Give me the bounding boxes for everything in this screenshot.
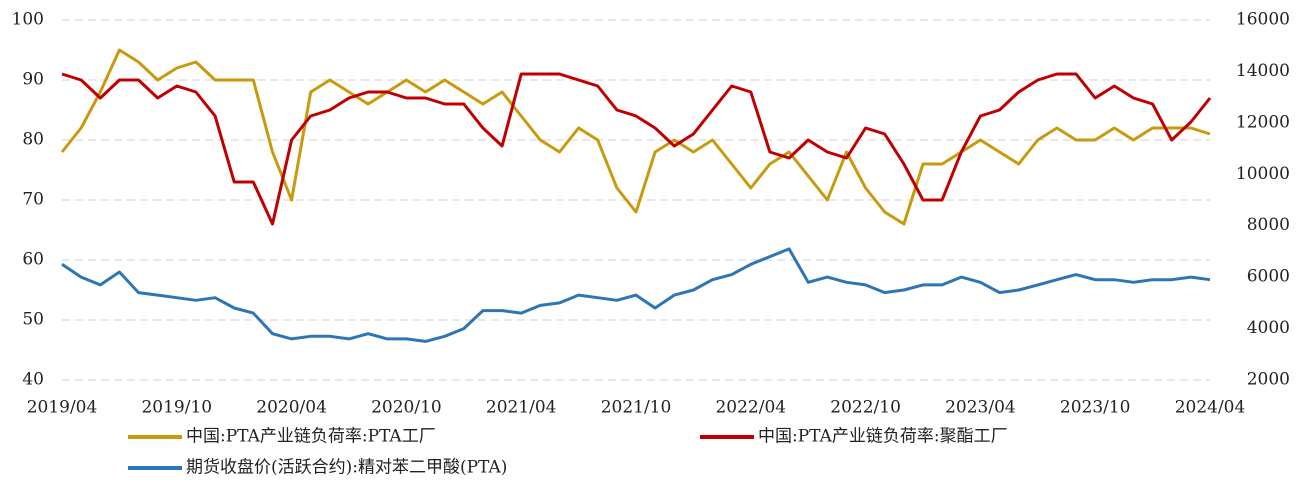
legend-label: 中国:PTA产业链负荷率:聚酯工厂 — [758, 427, 1008, 447]
x-tick-label: 2022/04 — [715, 398, 786, 418]
x-tick-label: 2020/04 — [256, 398, 327, 418]
x-tick-label: 2019/04 — [27, 398, 98, 418]
y-tick-label: 50 — [22, 310, 44, 330]
y-tick-label: 90 — [22, 70, 44, 90]
y2-tick-label: 10000 — [1236, 164, 1290, 184]
y-tick-label: 40 — [22, 370, 44, 390]
x-tick-label: 2023/04 — [945, 398, 1016, 418]
series-line — [61, 247, 1211, 343]
y2-tick-label: 16000 — [1236, 10, 1290, 30]
y-tick-label: 100 — [12, 10, 44, 30]
y2-tick-label: 12000 — [1236, 112, 1290, 132]
x-tick-label: 2024/04 — [1175, 398, 1246, 418]
legend-label: 期货收盘价(活跃合约):精对苯二甲酸(PTA) — [186, 458, 507, 478]
y2-tick-label: 2000 — [1247, 370, 1290, 390]
y-tick-label: 70 — [22, 190, 44, 210]
x-tick-label: 2022/10 — [830, 398, 901, 418]
x-tick-label: 2019/10 — [141, 398, 212, 418]
x-tick-label: 2021/04 — [486, 398, 557, 418]
x-tick-label: 2023/10 — [1060, 398, 1131, 418]
x-tick-label: 2020/10 — [371, 398, 442, 418]
y2-tick-label: 8000 — [1247, 215, 1290, 235]
y2-tick-label: 4000 — [1247, 318, 1290, 338]
y-tick-label: 80 — [22, 130, 44, 150]
series-line — [61, 72, 1212, 226]
x-tick-label: 2021/10 — [601, 398, 672, 418]
y-tick-label: 60 — [22, 250, 44, 270]
y2-tick-label: 6000 — [1247, 267, 1290, 287]
y2-tick-label: 14000 — [1236, 61, 1290, 81]
series-line — [60, 48, 1211, 226]
legend-label: 中国:PTA产业链负荷率:PTA工厂 — [186, 427, 436, 447]
